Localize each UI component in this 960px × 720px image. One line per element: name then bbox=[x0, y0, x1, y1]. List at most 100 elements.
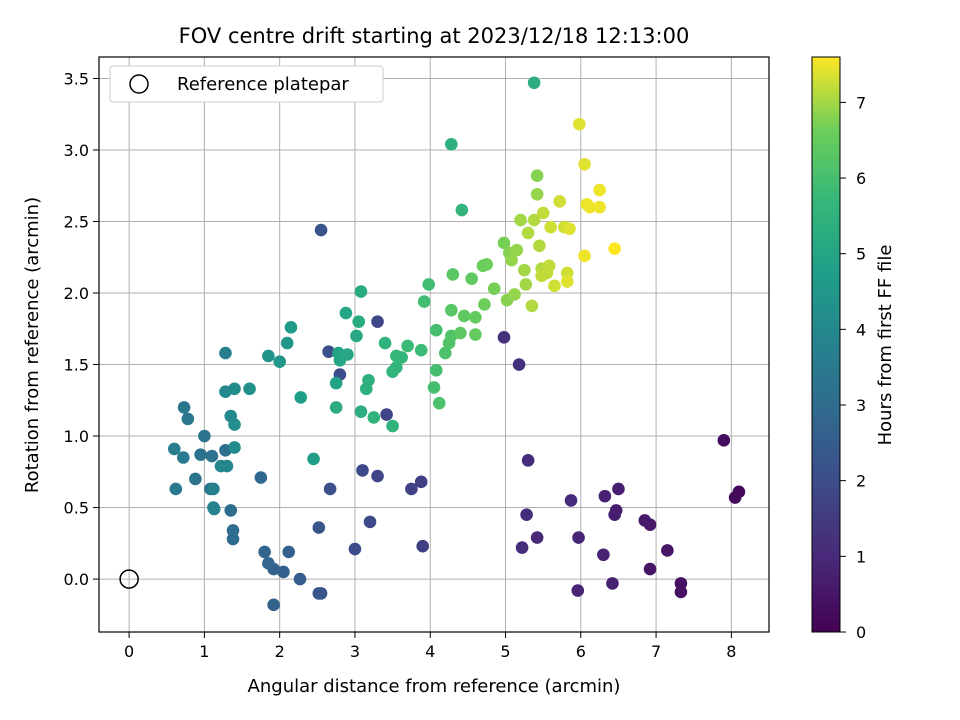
data-point bbox=[416, 539, 430, 553]
data-point bbox=[386, 419, 399, 433]
y-tick-label: 0.5 bbox=[64, 499, 89, 518]
data-point bbox=[519, 278, 533, 291]
data-point bbox=[378, 336, 392, 350]
y-tick-label: 0.0 bbox=[64, 570, 89, 589]
y-tick-label: 1.5 bbox=[64, 356, 89, 375]
data-point bbox=[243, 382, 256, 396]
y-tick-label: 3.0 bbox=[64, 141, 89, 160]
data-point bbox=[371, 315, 384, 328]
x-tick-label: 8 bbox=[726, 642, 736, 661]
data-point bbox=[530, 531, 544, 544]
x-tick-label: 1 bbox=[199, 642, 209, 661]
data-point bbox=[169, 482, 183, 496]
data-point bbox=[542, 259, 556, 273]
data-point bbox=[405, 482, 418, 496]
data-point bbox=[661, 544, 674, 557]
data-point bbox=[228, 382, 241, 396]
data-point bbox=[432, 396, 446, 410]
data-point bbox=[367, 411, 381, 424]
data-point bbox=[341, 348, 354, 361]
data-point bbox=[480, 258, 493, 271]
data-point bbox=[198, 429, 211, 443]
data-point bbox=[465, 272, 478, 286]
data-point bbox=[220, 459, 234, 473]
data-point bbox=[563, 222, 576, 235]
data-point bbox=[339, 306, 353, 320]
colorbar-tick-label: 7 bbox=[856, 93, 866, 112]
data-point bbox=[280, 336, 294, 350]
data-point bbox=[608, 508, 621, 522]
legend-label: Reference platepar bbox=[177, 74, 349, 95]
legend-box bbox=[109, 65, 384, 103]
data-point bbox=[518, 263, 531, 277]
chart-title: FOV centre drift starting at 2023/12/18 … bbox=[179, 24, 690, 48]
data-point bbox=[525, 299, 539, 313]
data-point bbox=[597, 548, 610, 562]
data-point bbox=[322, 345, 335, 358]
y-axis-ticks: 0.0 0.5 1.0 1.5 2.0 2.5 3.0 3.5 bbox=[64, 69, 99, 589]
data-point bbox=[307, 452, 320, 466]
colorbar: 0 1 2 3 4 5 6 7 Hours from first FF file bbox=[811, 56, 896, 642]
data-point bbox=[497, 331, 511, 344]
data-point bbox=[224, 504, 238, 517]
data-point bbox=[226, 524, 240, 537]
data-point bbox=[323, 482, 337, 496]
x-axis-label: Angular distance from reference (arcmin) bbox=[248, 676, 621, 697]
data-point bbox=[417, 295, 431, 308]
x-tick-label: 4 bbox=[425, 642, 435, 661]
data-point bbox=[273, 355, 286, 368]
data-point bbox=[282, 545, 296, 559]
data-point bbox=[544, 220, 557, 234]
data-point bbox=[533, 239, 546, 253]
data-point bbox=[189, 472, 202, 486]
data-point bbox=[593, 200, 606, 214]
data-point bbox=[505, 253, 518, 267]
data-point bbox=[422, 278, 436, 291]
data-point bbox=[294, 391, 308, 404]
data-point bbox=[167, 442, 181, 456]
data-point bbox=[395, 351, 408, 364]
data-point bbox=[606, 577, 619, 590]
data-point bbox=[194, 448, 207, 461]
data-point bbox=[228, 418, 241, 431]
data-point bbox=[362, 373, 375, 387]
colorbar-tick-label: 4 bbox=[856, 320, 866, 339]
data-point bbox=[329, 376, 343, 390]
data-point bbox=[350, 329, 363, 343]
x-tick-label: 0 bbox=[124, 642, 134, 661]
x-tick-label: 7 bbox=[651, 642, 661, 661]
data-point bbox=[352, 315, 366, 328]
data-point bbox=[445, 303, 458, 317]
data-point bbox=[427, 381, 441, 394]
data-point bbox=[593, 183, 606, 197]
data-point bbox=[363, 515, 377, 529]
data-point bbox=[512, 358, 526, 371]
data-point bbox=[293, 572, 307, 586]
data-point bbox=[469, 328, 482, 341]
data-point bbox=[312, 587, 326, 600]
data-point bbox=[530, 169, 544, 183]
data-point bbox=[205, 449, 219, 463]
data-point bbox=[177, 451, 190, 464]
data-point bbox=[177, 401, 191, 414]
y-tick-label: 2.0 bbox=[64, 284, 89, 303]
y-axis-label: Rotation from reference (arcmin) bbox=[22, 197, 43, 493]
data-point bbox=[487, 282, 501, 296]
data-point bbox=[548, 279, 561, 293]
data-point bbox=[469, 311, 482, 324]
data-point bbox=[181, 412, 195, 426]
y-tick-label: 2.5 bbox=[64, 212, 89, 231]
data-point bbox=[284, 321, 298, 334]
data-point bbox=[254, 471, 268, 484]
data-point bbox=[207, 482, 220, 496]
data-point bbox=[445, 137, 458, 151]
data-point bbox=[612, 482, 625, 496]
plot-frame bbox=[98, 56, 770, 633]
data-point bbox=[356, 464, 369, 477]
colorbar-label: Hours from first FF file bbox=[875, 245, 896, 446]
x-tick-label: 3 bbox=[350, 642, 360, 661]
data-point bbox=[314, 223, 328, 237]
x-tick-label: 5 bbox=[500, 642, 510, 661]
reference-point bbox=[119, 569, 139, 589]
